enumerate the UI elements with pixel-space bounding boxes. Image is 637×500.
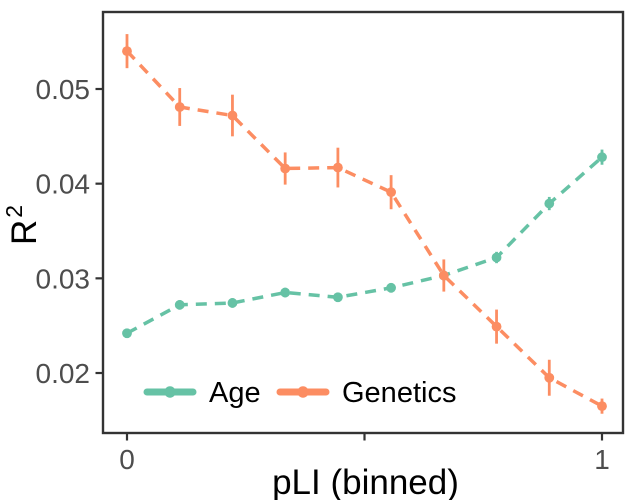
data-point	[544, 372, 555, 383]
data-point	[174, 102, 185, 112]
data-point	[280, 287, 291, 298]
data-point	[280, 163, 291, 174]
series-genetics	[122, 34, 607, 414]
y-axis-title-superscript: 2	[1, 205, 27, 218]
data-point	[491, 252, 502, 263]
y-tick-label: 0.05	[36, 74, 91, 105]
series-line-age	[126, 155, 604, 335]
data-point	[122, 46, 132, 57]
x-axis-title: pLI (binned)	[272, 463, 459, 500]
legend-key-point	[297, 386, 309, 398]
data-point	[333, 162, 343, 173]
panel-border	[101, 10, 625, 435]
x-tick-label: 0	[119, 444, 135, 475]
data-point	[597, 401, 607, 412]
y-axis-title: R2	[1, 205, 44, 245]
y-tick-label: 0.02	[36, 358, 91, 389]
y-tick-label: 0.03	[36, 263, 91, 294]
data-point	[544, 198, 555, 209]
legend: Age Genetics	[143, 377, 456, 409]
legend-label: Genetics	[342, 377, 456, 409]
data-point	[386, 187, 396, 198]
data-point	[174, 299, 185, 310]
legend-label: Age	[209, 377, 261, 409]
data-point	[597, 152, 607, 163]
data-point	[333, 292, 343, 303]
data-point	[122, 328, 132, 339]
data-point	[386, 282, 396, 293]
x-tick-label: 1	[594, 444, 610, 475]
legend-item-genetics: Genetics	[276, 377, 456, 409]
legend-item-age: Age	[143, 377, 261, 409]
series-line-genetics	[125, 49, 603, 408]
data-point	[491, 321, 502, 332]
y-tick-label: 0.04	[36, 169, 91, 200]
data-point	[227, 110, 238, 121]
data-point	[438, 270, 449, 281]
legend-key-point	[164, 386, 176, 398]
data-point	[227, 298, 238, 308]
y-axis-title-base: R	[5, 220, 44, 245]
